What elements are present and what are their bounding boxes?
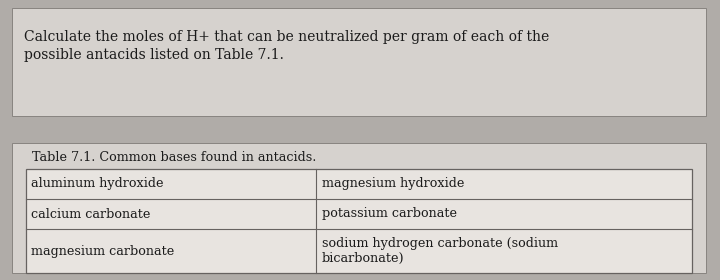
Text: potassium carbonate: potassium carbonate [322, 207, 456, 221]
Bar [12, 143, 706, 273]
Bar [12, 8, 706, 116]
Bar [26, 169, 692, 273]
Text: magnesium hydroxide: magnesium hydroxide [322, 178, 464, 190]
Text: magnesium carbonate: magnesium carbonate [31, 244, 174, 258]
Text: sodium hydrogen carbonate (sodium
bicarbonate): sodium hydrogen carbonate (sodium bicarb… [322, 237, 558, 265]
Text: Calculate the moles of H+ that can be neutralized per gram of each of the: Calculate the moles of H+ that can be ne… [24, 30, 549, 44]
Text: calcium carbonate: calcium carbonate [31, 207, 150, 221]
Text: Table 7.1. Common bases found in antacids.: Table 7.1. Common bases found in antacid… [32, 151, 316, 164]
Bar [26, 169, 692, 273]
Text: possible antacids listed on Table 7.1.: possible antacids listed on Table 7.1. [24, 48, 284, 62]
Text: aluminum hydroxide: aluminum hydroxide [31, 178, 163, 190]
